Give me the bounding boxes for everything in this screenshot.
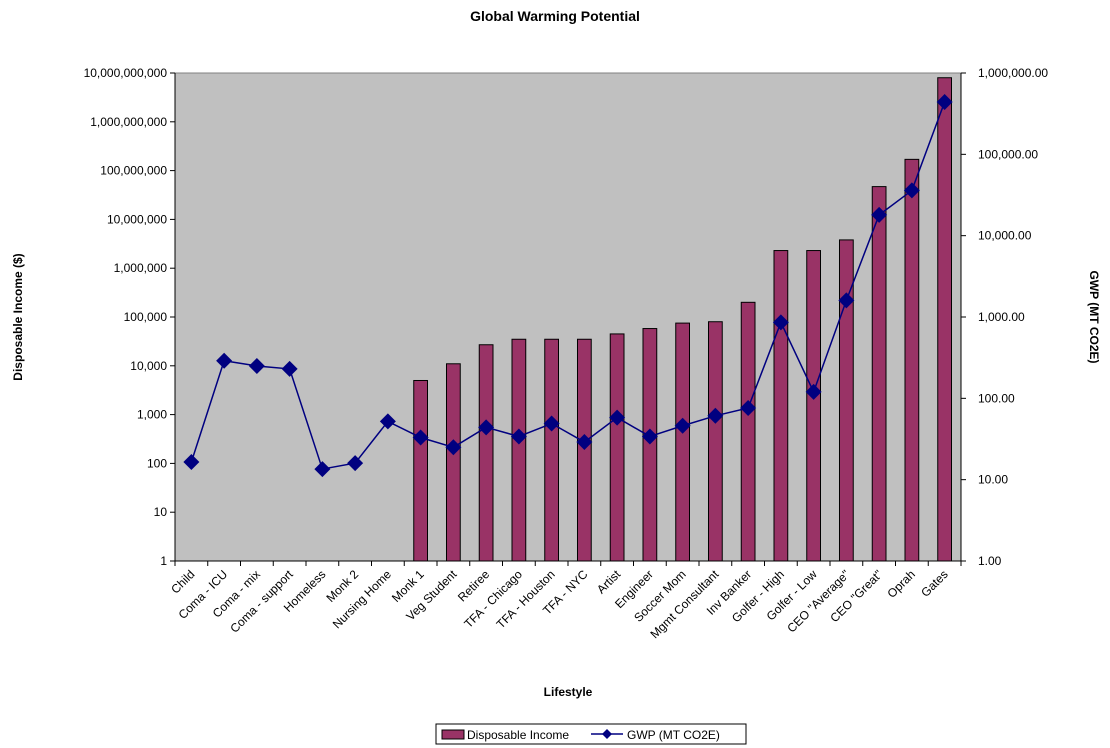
right-tick-label: 10,000.00 [978, 229, 1032, 243]
income-bar [871, 186, 887, 562]
line-series [183, 93, 953, 478]
legend-bar-swatch [441, 729, 465, 740]
income-bar [904, 158, 920, 562]
right-tick-label: 1,000.00 [978, 310, 1025, 324]
gwp-point [674, 417, 691, 434]
gwp-point [314, 461, 331, 478]
right-tick-label: 100,000.00 [978, 147, 1038, 161]
gwp-point [838, 292, 855, 309]
income-bar [413, 379, 429, 562]
legend-diamond-marker [602, 729, 612, 739]
right-tick-label: 1.00 [978, 554, 1002, 568]
income-bar [806, 250, 822, 562]
category-label: Child [168, 567, 197, 596]
right-y-axis: 1.00 10.00 100.00 1,000.00 10,000.00 100,000.… [960, 66, 1048, 568]
left-tick-label: 10,000,000,000 [84, 66, 168, 80]
bar-series [413, 77, 953, 562]
income-bar [707, 321, 723, 562]
category-label: Nursing Home [330, 567, 394, 631]
left-tick-label: 1,000,000 [114, 261, 168, 275]
gwp-point [805, 383, 822, 400]
gwp-point [543, 415, 560, 432]
category-label: Oprah [885, 567, 918, 600]
gwp-point [347, 455, 364, 472]
income-bar [642, 328, 658, 562]
gwp-point [707, 407, 724, 424]
left-tick-label: 100,000,000 [100, 164, 167, 178]
gwp-point [576, 434, 593, 451]
chart-title: Global Warming Potential [470, 8, 640, 24]
right-tick-label: 1,000,000.00 [978, 66, 1048, 80]
gwp-point [641, 428, 658, 445]
gwp-point [936, 93, 953, 110]
income-bar [937, 77, 953, 562]
gwp-line [190, 101, 946, 470]
left-tick-label: 10 [154, 505, 168, 519]
income-bar [445, 363, 461, 562]
gwp-point [379, 413, 396, 430]
plot-area [174, 72, 962, 562]
gwp-point [445, 439, 462, 456]
legend-gwp-label: GWP (MT CO2E) [627, 728, 720, 742]
category-label: Gates [918, 567, 951, 600]
gwp-point [510, 428, 527, 445]
gwp-point [772, 314, 789, 331]
left-tick-label: 10,000 [130, 359, 167, 373]
gwp-point [248, 357, 265, 374]
gwp-point [903, 182, 920, 199]
gwp-point [412, 429, 429, 446]
left-tick-label: 1 [160, 554, 167, 568]
y2-axis-title: GWP (MT CO2E) [1087, 270, 1101, 363]
left-tick-label: 1,000,000,000 [90, 115, 167, 129]
left-tick-label: 100,000 [124, 310, 168, 324]
gwp-point [281, 360, 298, 377]
legend: Disposable Income GWP (MT CO2E) [435, 723, 747, 745]
income-bar [511, 338, 527, 562]
income-bar [544, 338, 560, 562]
left-tick-label: 1,000 [137, 408, 167, 422]
gwp-point [183, 453, 200, 470]
gwp-point [740, 400, 757, 417]
right-tick-label: 100.00 [978, 391, 1015, 405]
y-axis-title: Disposable Income ($) [11, 253, 25, 380]
income-bar [576, 338, 592, 562]
income-bar [773, 250, 789, 562]
legend-income-label: Disposable Income [467, 728, 569, 742]
left-tick-label: 100 [147, 456, 167, 470]
left-y-axis: 1 10 100 1,000 10,000 100,000 1,000,000 10,000,… [84, 66, 176, 568]
income-bar [609, 333, 625, 562]
x-axis-title: Lifestyle [544, 685, 593, 699]
income-bar [478, 344, 494, 562]
left-tick-label: 10,000,000 [107, 212, 167, 226]
income-bar [740, 301, 756, 562]
gwp-point [871, 206, 888, 223]
category-label: Artist [594, 567, 624, 597]
gwp-point [216, 352, 233, 369]
right-tick-label: 10.00 [978, 473, 1008, 487]
income-bar [675, 322, 691, 562]
gwp-point [478, 419, 495, 436]
gwp-point [609, 409, 626, 426]
